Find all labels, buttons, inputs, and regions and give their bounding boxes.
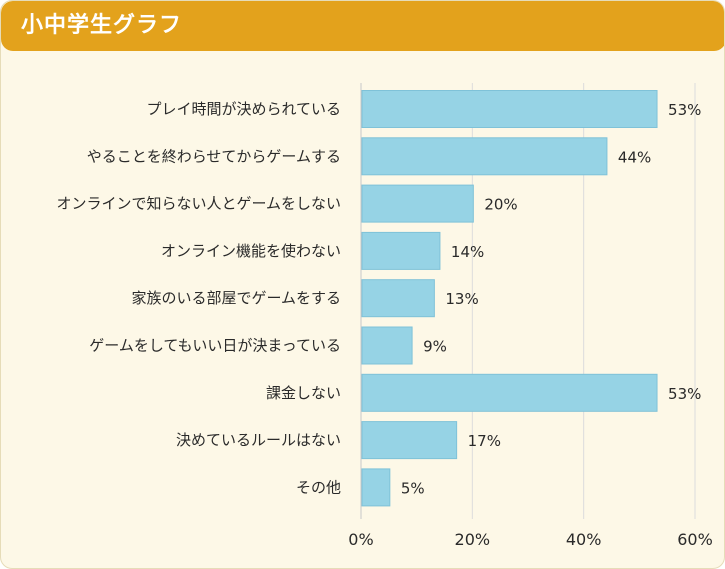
- value-label: 44%: [618, 148, 651, 166]
- category-label: 課金しない: [266, 384, 341, 402]
- category-label: プレイ時間が決められている: [146, 100, 341, 118]
- bar: [361, 231, 441, 270]
- bar: [361, 421, 458, 460]
- value-label: 53%: [668, 385, 701, 403]
- bar: [361, 373, 658, 412]
- x-tick-label: 0%: [348, 530, 373, 549]
- value-label: 5%: [401, 479, 425, 497]
- category-label: その他: [296, 478, 341, 496]
- value-label: 20%: [484, 196, 517, 214]
- header-bar: 小中学生グラフ: [1, 1, 724, 51]
- bar: [361, 90, 658, 128]
- category-label: オンラインで知らない人とゲームをしない: [56, 195, 341, 213]
- bar: [361, 468, 391, 507]
- value-label: 53%: [668, 101, 701, 119]
- value-label: 14%: [451, 243, 484, 261]
- value-label: 13%: [445, 290, 478, 308]
- bar: [361, 279, 435, 318]
- bar: [361, 326, 413, 365]
- bar: [361, 184, 474, 223]
- x-tick-label: 40%: [566, 530, 602, 549]
- value-label: 9%: [423, 338, 447, 356]
- category-label: ゲームをしてもいい日が決まっている: [89, 337, 341, 355]
- bar: [361, 137, 608, 176]
- x-tick-label: 60%: [677, 530, 713, 549]
- chart-title: 小中学生グラフ: [21, 13, 183, 38]
- category-label: 決めているルールはない: [176, 431, 341, 449]
- category-label: 家族のいる部屋でゲームをする: [131, 289, 341, 307]
- category-label: オンライン機能を使わない: [161, 242, 341, 260]
- category-label: やることを終わらせてからゲームする: [87, 147, 341, 165]
- value-label: 17%: [468, 432, 501, 450]
- x-tick-label: 20%: [455, 530, 491, 549]
